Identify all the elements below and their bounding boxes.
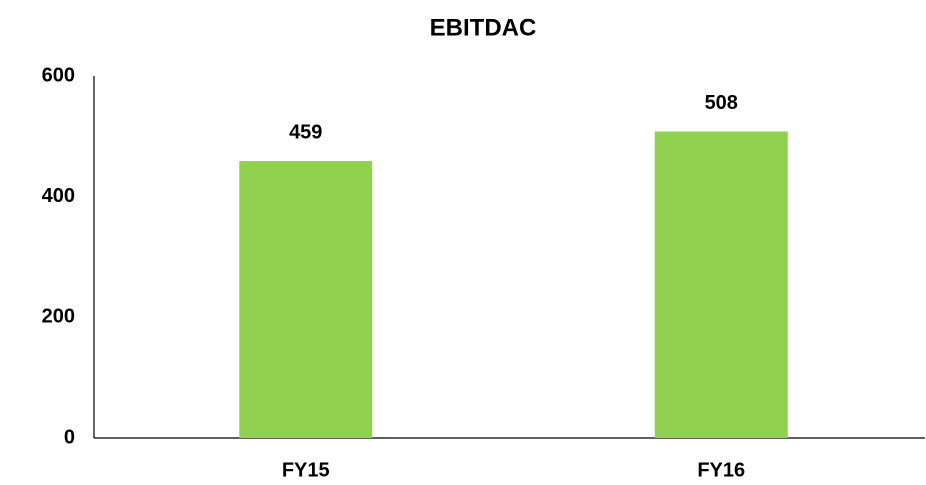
- y-tick-label: 400: [42, 185, 75, 207]
- y-tick-label: 600: [42, 64, 75, 86]
- chart-title: EBITDAC: [430, 14, 537, 41]
- x-tick-label: FY16: [697, 459, 745, 481]
- y-tick-label: 0: [64, 426, 75, 448]
- bar: [239, 161, 373, 438]
- data-label: 508: [705, 92, 738, 114]
- data-label: 459: [289, 121, 322, 143]
- x-tick-label: FY15: [282, 459, 330, 481]
- y-tick-label: 200: [42, 306, 75, 328]
- bar: [654, 131, 788, 439]
